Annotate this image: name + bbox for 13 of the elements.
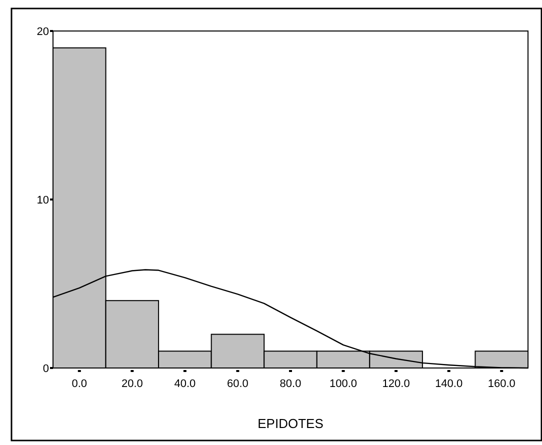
y-tick-label: 0: [42, 362, 49, 375]
x-tick-label: 140.0: [435, 378, 463, 390]
x-tick-label: 40.0: [174, 378, 196, 390]
x-tick-label: 60.0: [227, 378, 248, 390]
x-tick-label: 20.0: [121, 378, 143, 390]
x-tick-label: 100.0: [330, 378, 358, 390]
x-tick-label: 160.0: [488, 378, 516, 390]
y-tick-label: 20: [36, 26, 49, 38]
x-tick-label: 80.0: [280, 378, 302, 390]
x-axis-title: EPIDOTES: [258, 416, 324, 431]
x-tick-label: 120.0: [382, 378, 410, 390]
y-tick-label: 10: [36, 194, 49, 206]
x-tick-label: 0.0: [72, 378, 88, 390]
